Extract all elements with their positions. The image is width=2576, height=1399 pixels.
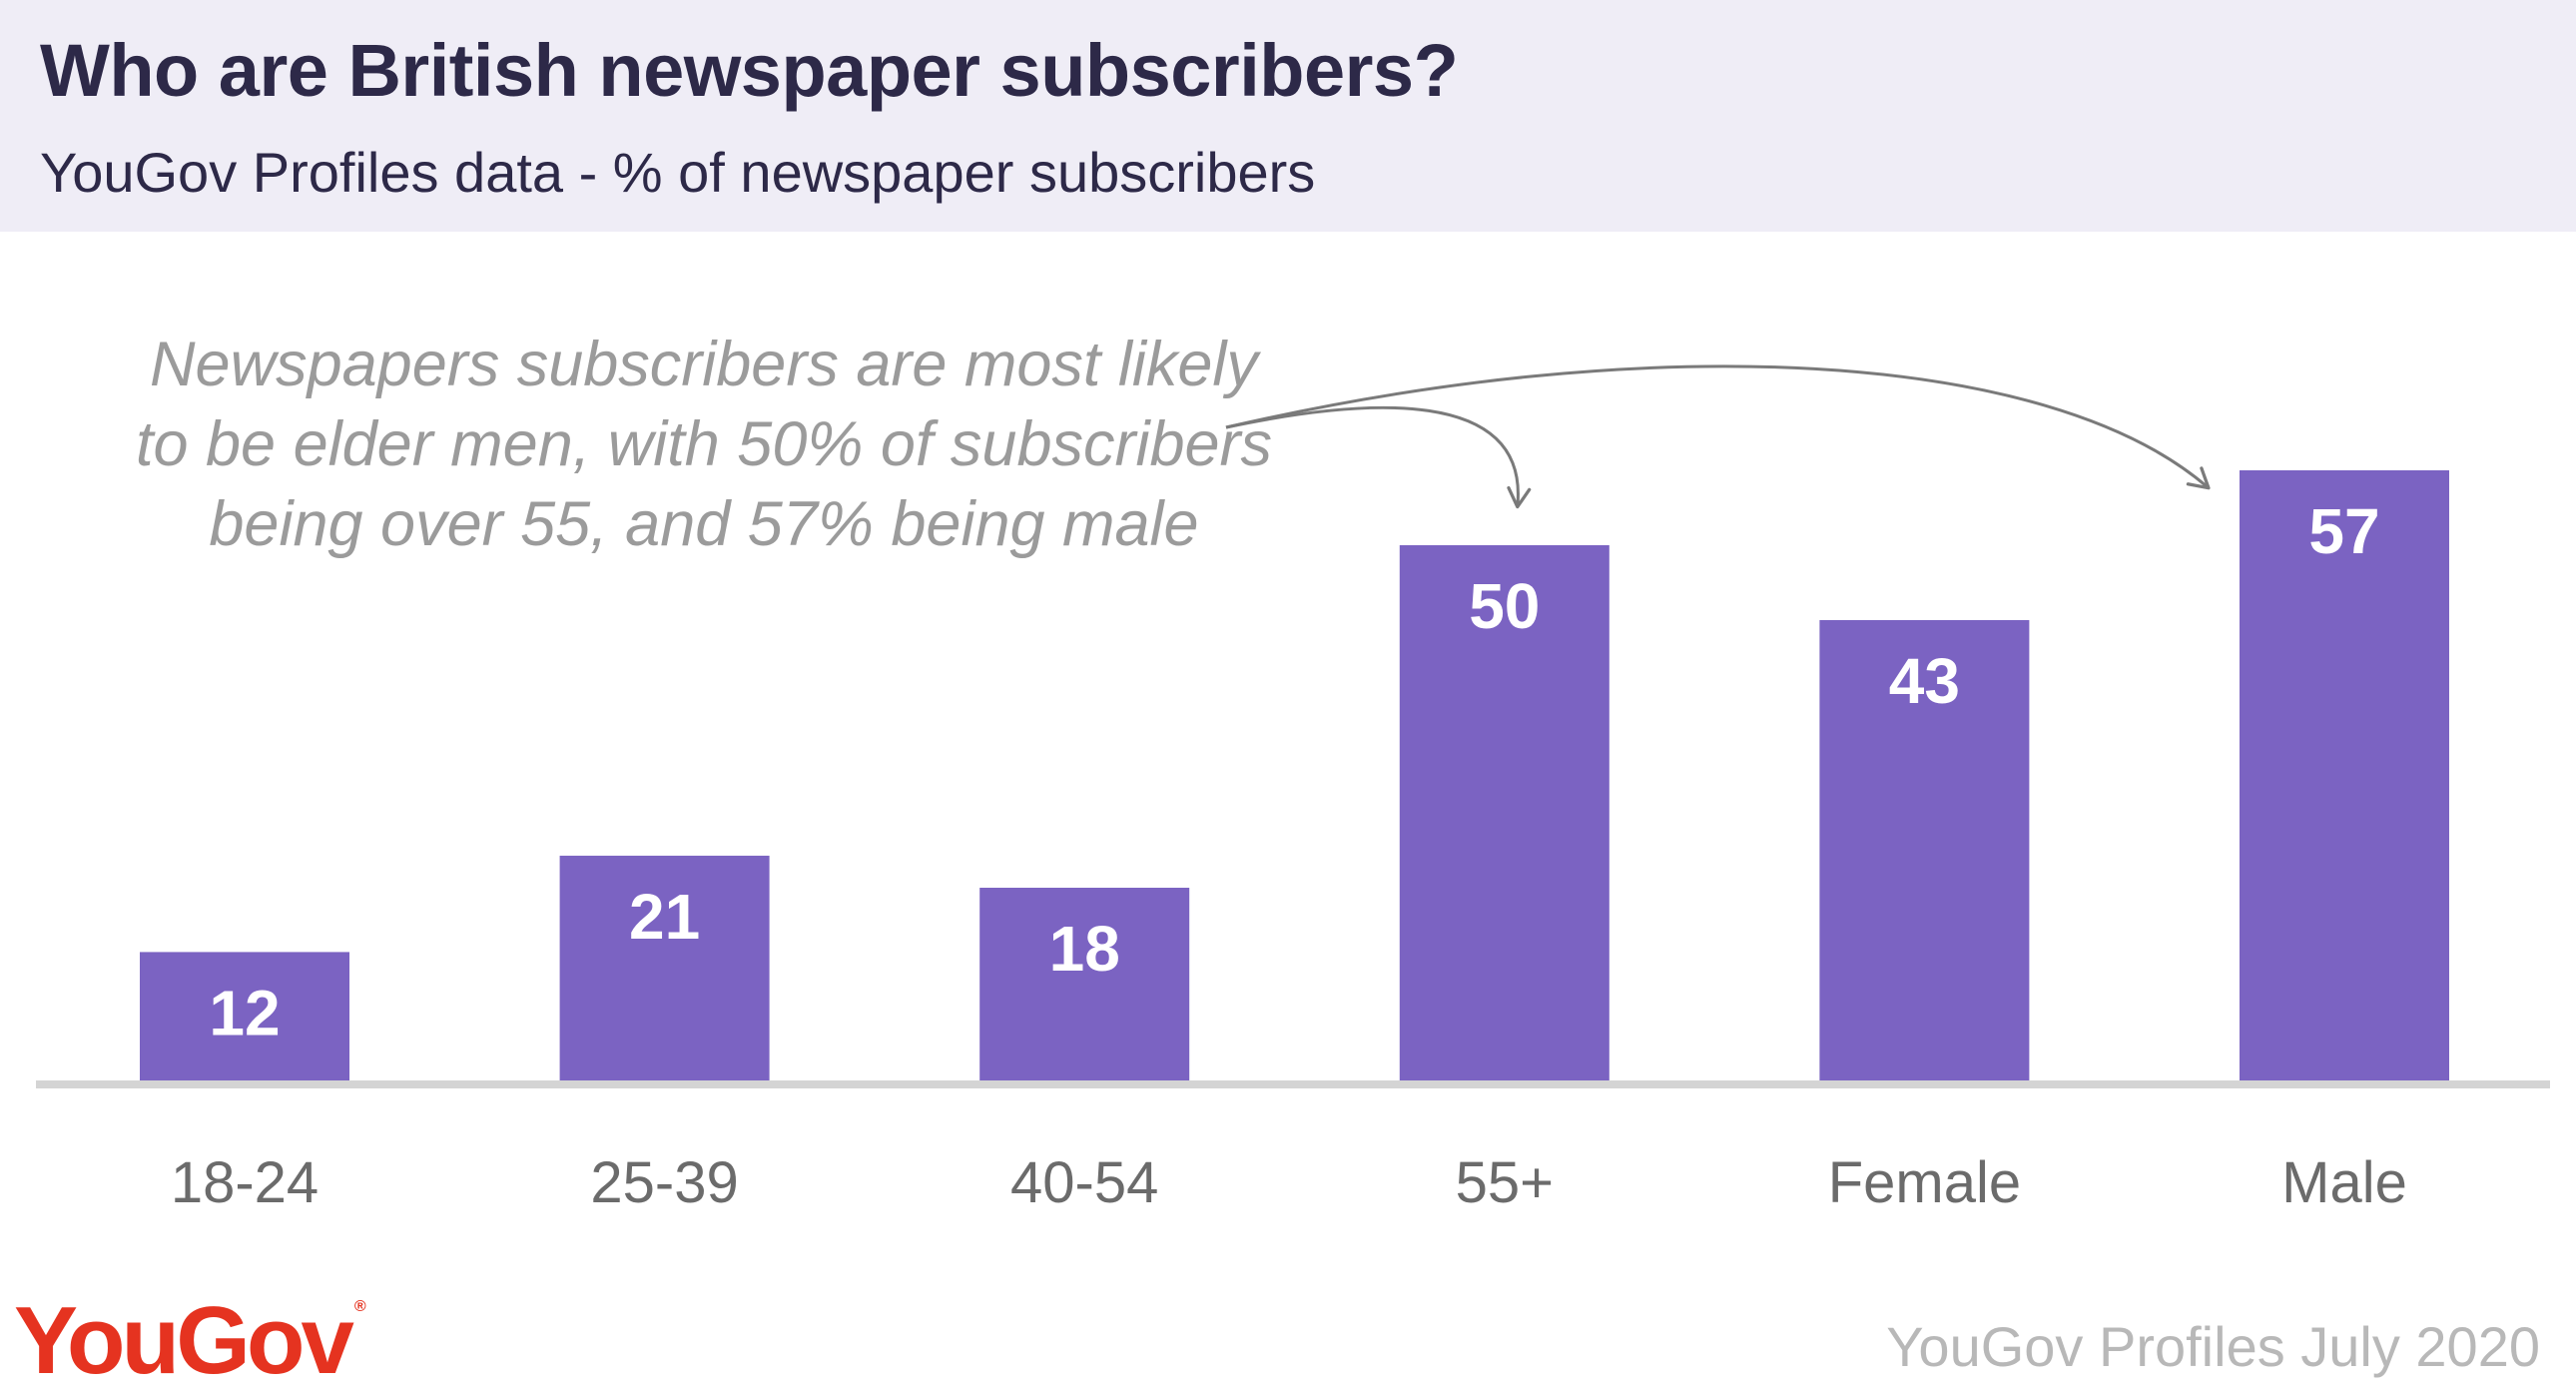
data-label: 57 bbox=[2308, 495, 2379, 567]
labels-layer: 12 18-24 21 25-39 18 40-54 50 55+ 43 Female 57 Male bbox=[171, 495, 2407, 1215]
annotation-text: Newspapers subscribers are most likely t… bbox=[135, 330, 1273, 559]
x-tick-label: 18-24 bbox=[171, 1150, 319, 1215]
x-tick-label: 40-54 bbox=[1010, 1150, 1158, 1215]
bar-male bbox=[2240, 470, 2449, 1080]
data-label: 50 bbox=[1469, 570, 1540, 642]
registered-mark: ® bbox=[353, 1298, 366, 1315]
bar-55- bbox=[1399, 545, 1610, 1080]
x-tick-label: 25-39 bbox=[590, 1150, 738, 1215]
x-tick-label: 55+ bbox=[1456, 1150, 1554, 1215]
yougov-logo: YouGov ® bbox=[14, 1286, 366, 1396]
annotation-arrow-to-55plus bbox=[1225, 405, 1532, 509]
data-label: 21 bbox=[629, 881, 700, 953]
x-tick-label: Male bbox=[2281, 1150, 2407, 1215]
x-tick-label: Female bbox=[1828, 1150, 2021, 1215]
source-note: YouGov Profiles July 2020 bbox=[1886, 1315, 2540, 1378]
data-label: 18 bbox=[1049, 913, 1120, 985]
chart-title: Who are British newspaper subscribers? bbox=[40, 29, 1459, 112]
annotation-arrow-to-male bbox=[1225, 364, 2211, 490]
data-label: 12 bbox=[209, 977, 280, 1049]
data-label: 43 bbox=[1889, 645, 1960, 717]
bar-40-54 bbox=[979, 888, 1190, 1080]
bar-25-39 bbox=[559, 855, 770, 1080]
logo-text: YouGov bbox=[14, 1287, 354, 1394]
chart-subtitle: YouGov Profiles data - % of newspaper su… bbox=[40, 141, 1316, 204]
bars-layer bbox=[140, 470, 2449, 1080]
bar-18-24 bbox=[140, 952, 349, 1080]
header-band: Who are British newspaper subscribers? Y… bbox=[0, 0, 2576, 232]
bar-female bbox=[1819, 620, 2030, 1080]
